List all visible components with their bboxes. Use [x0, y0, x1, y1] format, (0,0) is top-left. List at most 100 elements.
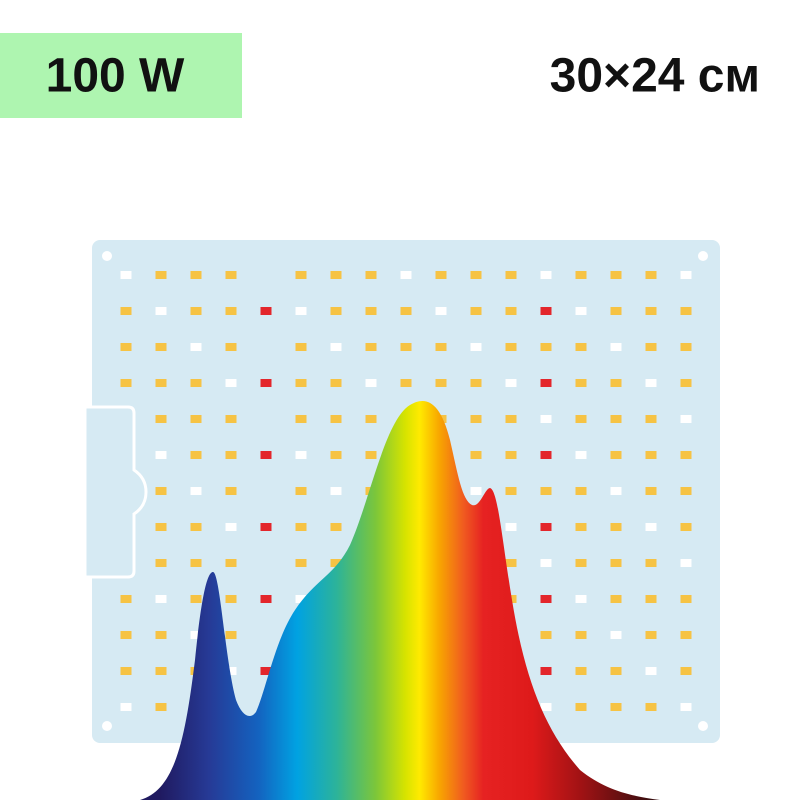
led: [120, 379, 132, 387]
led: [330, 559, 342, 567]
led: [260, 379, 272, 387]
led: [610, 487, 622, 495]
led: [155, 451, 167, 459]
led: [470, 379, 482, 387]
led: [330, 271, 342, 279]
led: [190, 451, 202, 459]
led: [365, 415, 377, 423]
led: [225, 559, 237, 567]
led: [645, 631, 657, 639]
led: [225, 631, 237, 639]
led: [610, 667, 622, 675]
led: [505, 523, 517, 531]
led: [680, 523, 692, 531]
led: [575, 307, 587, 315]
led: [470, 415, 482, 423]
led: [680, 379, 692, 387]
led: [155, 343, 167, 351]
led: [505, 559, 517, 567]
led: [680, 559, 692, 567]
led: [575, 667, 587, 675]
led: [365, 307, 377, 315]
led: [575, 559, 587, 567]
led: [225, 307, 237, 315]
led: [330, 523, 342, 531]
led: [610, 343, 622, 351]
led: [505, 307, 517, 315]
led: [575, 523, 587, 531]
led: [645, 487, 657, 495]
led: [225, 379, 237, 387]
led: [575, 487, 587, 495]
led: [610, 631, 622, 639]
led: [120, 631, 132, 639]
led: [260, 523, 272, 531]
led: [295, 307, 307, 315]
led: [505, 415, 517, 423]
led: [680, 451, 692, 459]
led: [540, 343, 552, 351]
led: [505, 379, 517, 387]
board-connector: [83, 405, 148, 579]
mount-hole: [102, 721, 112, 731]
led: [680, 487, 692, 495]
led: [155, 667, 167, 675]
led: [645, 595, 657, 603]
led: [225, 667, 237, 675]
led: [540, 379, 552, 387]
led: [400, 379, 412, 387]
led: [260, 451, 272, 459]
led: [400, 307, 412, 315]
led: [330, 343, 342, 351]
led: [645, 307, 657, 315]
led: [225, 451, 237, 459]
led: [155, 595, 167, 603]
led: [190, 307, 202, 315]
led: [295, 415, 307, 423]
led: [435, 379, 447, 387]
led: [190, 523, 202, 531]
led: [330, 307, 342, 315]
led: [645, 379, 657, 387]
led: [120, 667, 132, 675]
led: [645, 415, 657, 423]
led: [120, 595, 132, 603]
led: [610, 703, 622, 711]
led: [120, 343, 132, 351]
led: [610, 379, 622, 387]
led: [190, 415, 202, 423]
led: [680, 595, 692, 603]
led: [680, 307, 692, 315]
led: [645, 271, 657, 279]
led: [540, 307, 552, 315]
led: [680, 343, 692, 351]
mount-hole: [698, 721, 708, 731]
size-label: 30×24 см: [550, 50, 760, 103]
led: [400, 343, 412, 351]
led: [540, 415, 552, 423]
led: [120, 703, 132, 711]
led: [575, 703, 587, 711]
led: [155, 631, 167, 639]
power-badge: [0, 33, 242, 118]
led: [365, 451, 377, 459]
led: [225, 595, 237, 603]
led: [155, 307, 167, 315]
power-label: 100 W: [46, 50, 185, 103]
led: [575, 451, 587, 459]
led: [225, 271, 237, 279]
led: [610, 415, 622, 423]
led: [680, 703, 692, 711]
led: [470, 307, 482, 315]
led: [190, 379, 202, 387]
led: [190, 559, 202, 567]
led: [540, 487, 552, 495]
led: [575, 631, 587, 639]
led: [645, 451, 657, 459]
led: [155, 559, 167, 567]
led: [575, 271, 587, 279]
mount-hole: [102, 251, 112, 261]
led: [470, 451, 482, 459]
led: [680, 271, 692, 279]
